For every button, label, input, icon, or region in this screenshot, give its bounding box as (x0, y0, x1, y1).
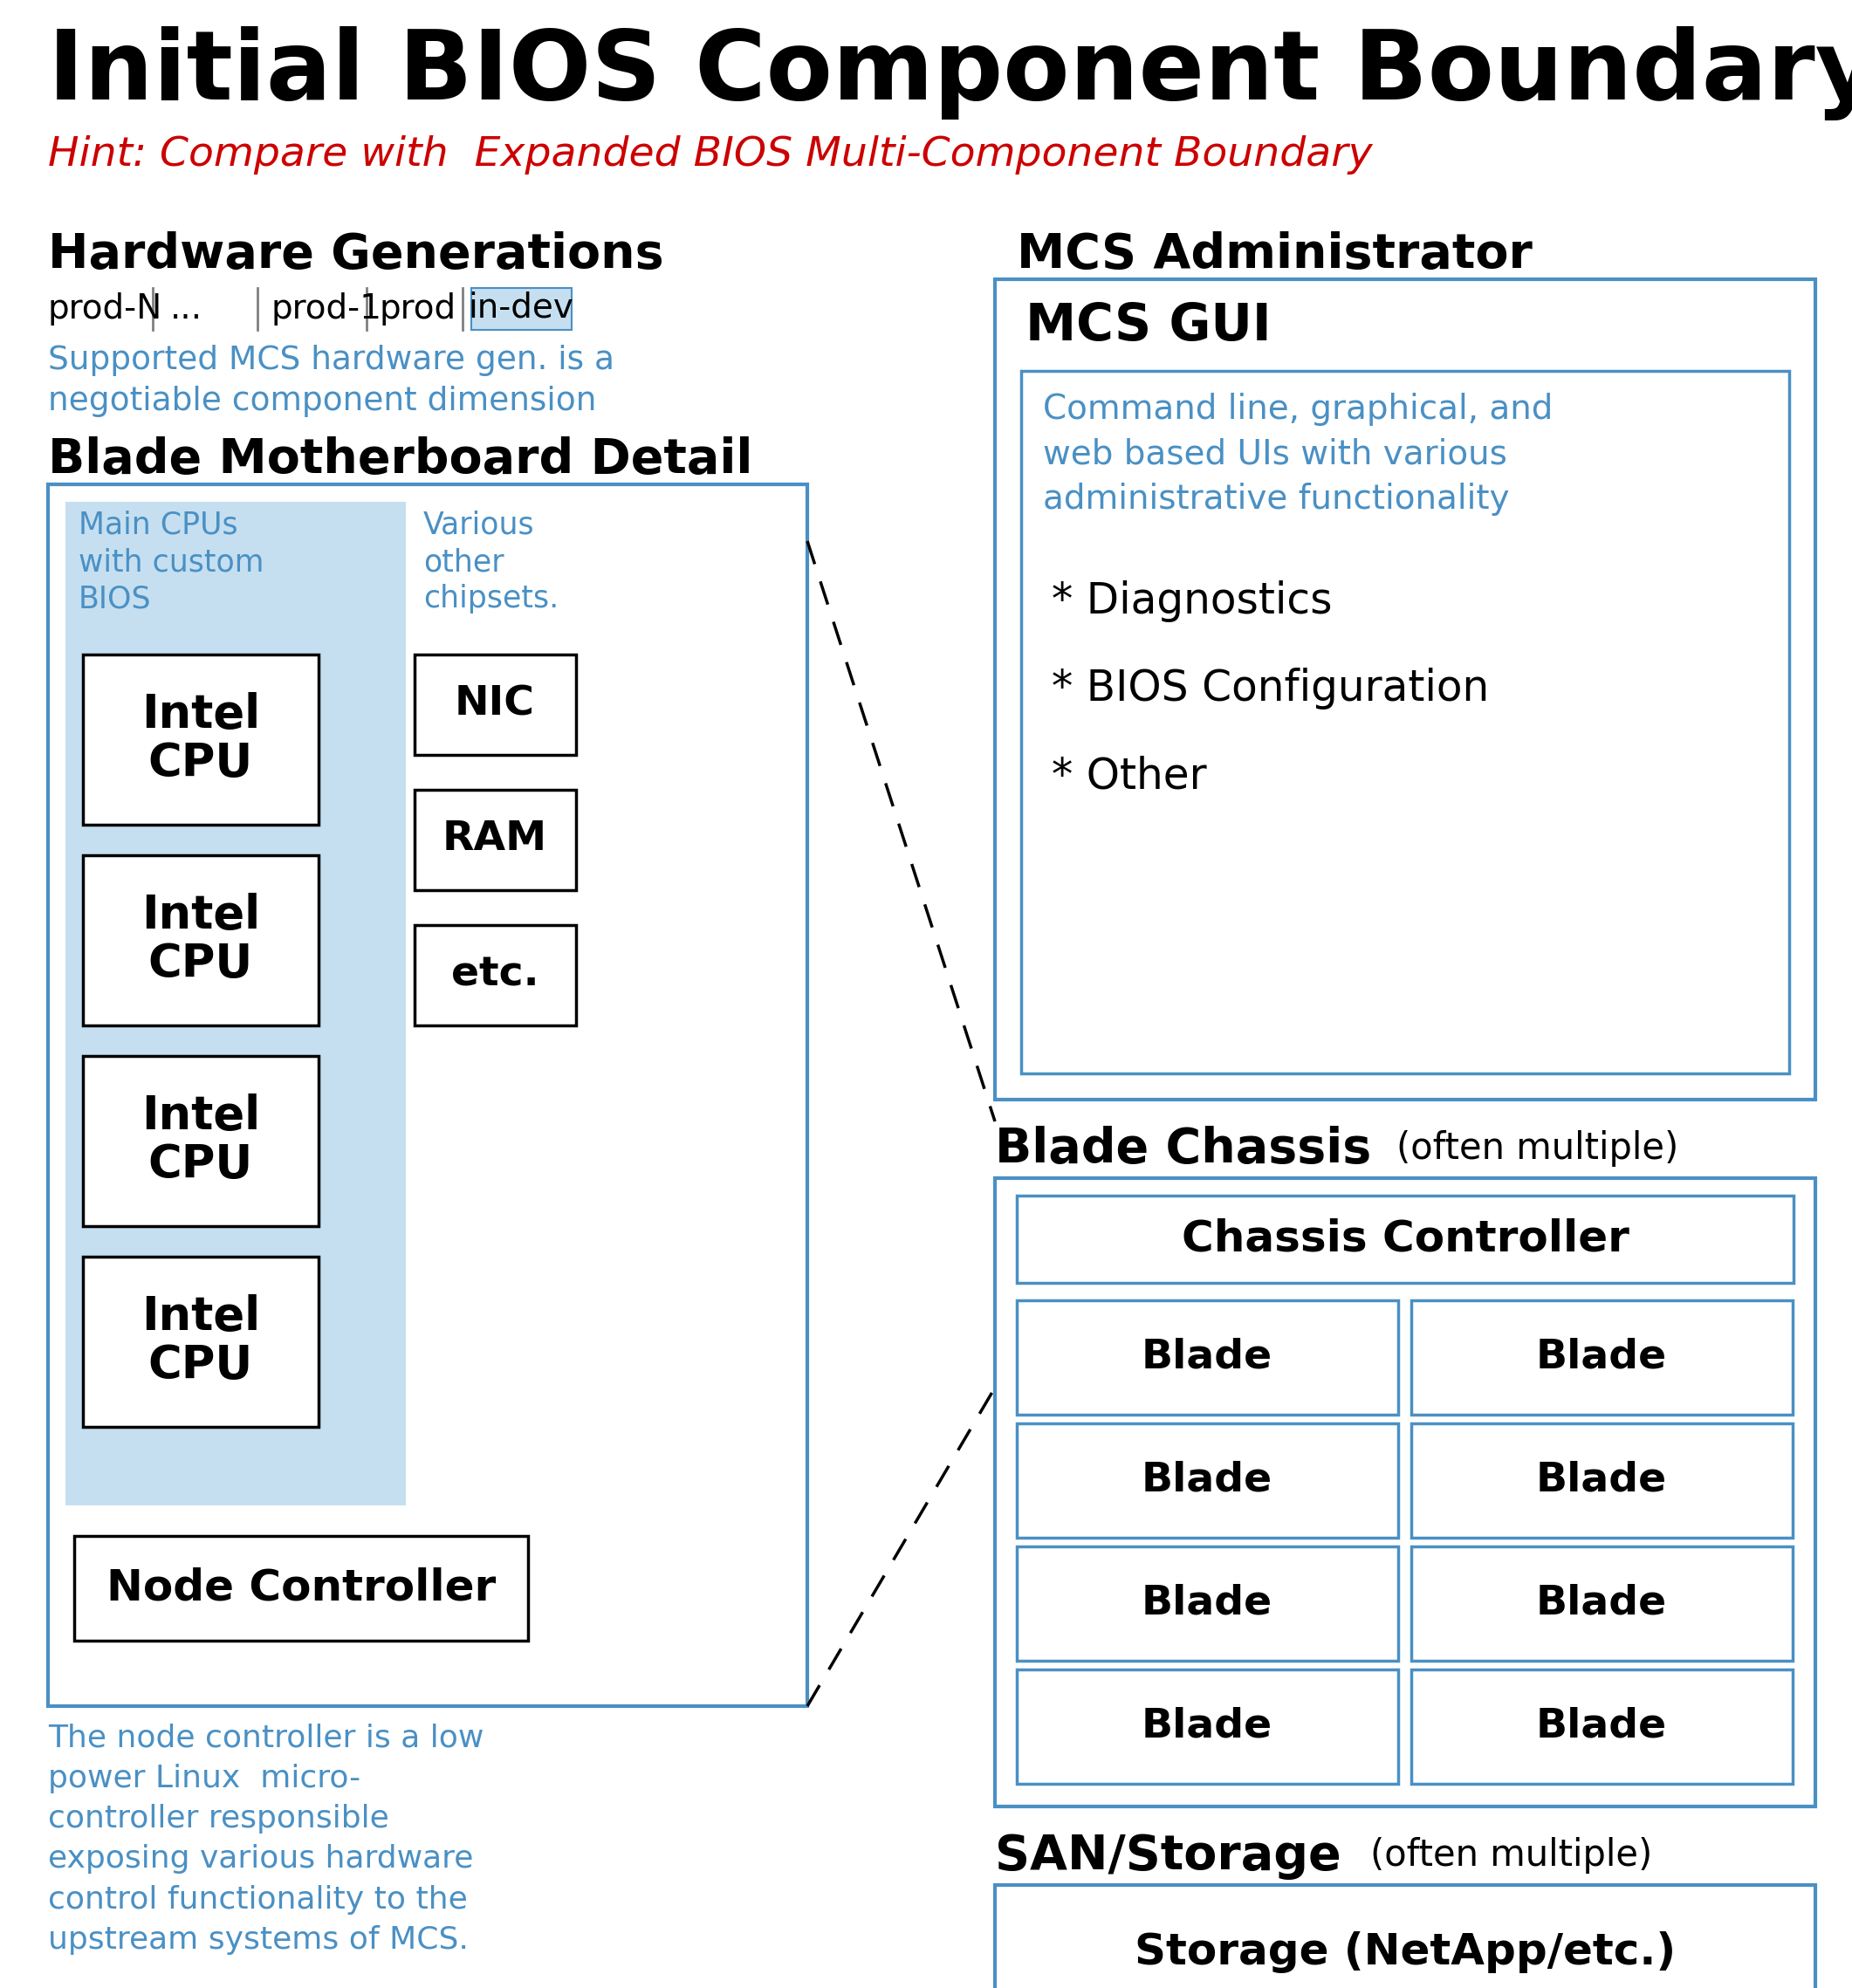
FancyBboxPatch shape (83, 1056, 319, 1227)
Text: Blade Chassis: Blade Chassis (995, 1125, 1370, 1173)
Text: Blade: Blade (1141, 1584, 1272, 1622)
FancyBboxPatch shape (995, 1885, 1815, 1988)
Text: Intel
CPU: Intel CPU (141, 1093, 259, 1187)
Text: Command line, graphical, and
web based UIs with various
administrative functiona: Command line, graphical, and web based U… (1043, 394, 1554, 515)
Text: MCS Administrator: MCS Administrator (1017, 231, 1532, 278)
FancyBboxPatch shape (83, 855, 319, 1026)
Text: Initial BIOS Component Boundary: Initial BIOS Component Boundary (48, 26, 1852, 121)
Text: Hardware Generations: Hardware Generations (48, 231, 663, 278)
Text: Hint: Compare with  Expanded BIOS Multi-Component Boundary: Hint: Compare with Expanded BIOS Multi-C… (48, 135, 1372, 175)
Text: Blade: Blade (1535, 1461, 1667, 1499)
FancyBboxPatch shape (1411, 1300, 1793, 1415)
Text: Node Controller: Node Controller (106, 1567, 496, 1608)
FancyBboxPatch shape (74, 1537, 528, 1640)
FancyBboxPatch shape (415, 654, 576, 755)
FancyBboxPatch shape (1017, 1195, 1793, 1282)
Text: Blade: Blade (1141, 1461, 1272, 1499)
Text: etc.: etc. (450, 954, 539, 994)
FancyBboxPatch shape (995, 278, 1815, 1099)
Text: Blade: Blade (1535, 1706, 1667, 1745)
Text: (often multiple): (often multiple) (1370, 1837, 1652, 1873)
FancyBboxPatch shape (995, 1179, 1815, 1807)
Text: RAM: RAM (443, 819, 548, 859)
Text: Blade: Blade (1535, 1584, 1667, 1622)
Text: MCS GUI: MCS GUI (1026, 300, 1270, 350)
Text: NIC: NIC (456, 684, 535, 724)
FancyBboxPatch shape (415, 789, 576, 891)
Text: (often multiple): (often multiple) (1396, 1129, 1678, 1167)
Text: * Other: * Other (1052, 755, 1208, 797)
FancyBboxPatch shape (83, 654, 319, 825)
FancyBboxPatch shape (65, 501, 406, 1505)
Text: ...: ... (170, 292, 202, 326)
Text: prod: prod (380, 292, 457, 326)
Text: Blade: Blade (1141, 1338, 1272, 1376)
Text: Blade: Blade (1141, 1706, 1272, 1745)
FancyBboxPatch shape (1020, 372, 1789, 1074)
Text: SAN/Storage: SAN/Storage (995, 1833, 1341, 1881)
FancyBboxPatch shape (1411, 1670, 1793, 1783)
FancyBboxPatch shape (415, 924, 576, 1026)
Text: Supported MCS hardware gen. is a
negotiable component dimension: Supported MCS hardware gen. is a negotia… (48, 344, 615, 417)
FancyBboxPatch shape (470, 288, 572, 330)
Text: prod-1: prod-1 (270, 292, 382, 326)
FancyBboxPatch shape (1017, 1300, 1398, 1415)
Text: Intel
CPU: Intel CPU (141, 692, 259, 787)
FancyBboxPatch shape (1017, 1423, 1398, 1537)
FancyBboxPatch shape (1411, 1547, 1793, 1660)
FancyBboxPatch shape (1017, 1670, 1398, 1783)
Text: * BIOS Configuration: * BIOS Configuration (1052, 668, 1489, 710)
Text: in-dev: in-dev (469, 292, 574, 324)
Text: Blade Motherboard Detail: Blade Motherboard Detail (48, 435, 752, 483)
Text: Intel
CPU: Intel CPU (141, 1294, 259, 1388)
Text: Chassis Controller: Chassis Controller (1182, 1219, 1630, 1260)
Text: Blade: Blade (1535, 1338, 1667, 1376)
Text: Intel
CPU: Intel CPU (141, 893, 259, 988)
FancyBboxPatch shape (48, 485, 807, 1706)
FancyBboxPatch shape (1017, 1547, 1398, 1660)
Text: * Diagnostics: * Diagnostics (1052, 580, 1332, 622)
Text: Various
other
chipsets.: Various other chipsets. (424, 511, 559, 614)
Text: Storage (NetApp/etc.): Storage (NetApp/etc.) (1135, 1930, 1676, 1974)
Text: Main CPUs
with custom
BIOS: Main CPUs with custom BIOS (78, 511, 265, 614)
Text: The node controller is a low
power Linux  micro-
controller responsible
exposing: The node controller is a low power Linux… (48, 1724, 483, 1954)
FancyBboxPatch shape (83, 1256, 319, 1427)
Text: prod-N: prod-N (48, 292, 163, 326)
FancyBboxPatch shape (1411, 1423, 1793, 1537)
